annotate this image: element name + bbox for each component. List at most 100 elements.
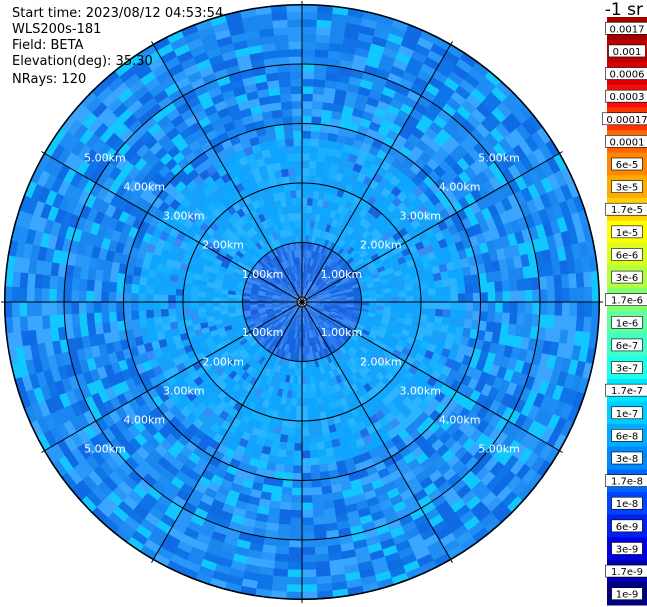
data-cell (469, 328, 479, 340)
data-cell (426, 488, 443, 503)
data-cell (338, 372, 347, 383)
data-cell (335, 374, 343, 385)
data-cell (527, 167, 542, 185)
data-cell (324, 339, 331, 348)
data-cell (483, 456, 499, 473)
data-cell (363, 326, 372, 333)
colorbar-tick-label: 0.00017 (606, 115, 647, 126)
data-cell (356, 359, 366, 369)
data-cell (311, 494, 324, 504)
data-cell (324, 154, 334, 164)
data-cell (446, 135, 461, 151)
data-cell (338, 259, 347, 268)
data-cell (344, 266, 353, 274)
data-cell (419, 458, 434, 472)
data-cell (458, 183, 472, 198)
data-cell (338, 474, 351, 485)
data-cell (340, 51, 356, 63)
data-cell (311, 313, 318, 320)
data-cell (305, 272, 309, 281)
data-cell (325, 537, 341, 547)
data-cell (546, 275, 556, 291)
data-cell (292, 338, 297, 347)
data-cell (546, 314, 556, 330)
data-cell (360, 291, 370, 296)
data-cell (317, 280, 325, 288)
data-cell (307, 280, 312, 289)
data-cell (307, 405, 314, 414)
data-cell (373, 280, 383, 287)
data-cell (314, 382, 321, 391)
data-cell (309, 299, 318, 302)
data-cell (501, 182, 515, 199)
data-cell (288, 420, 296, 429)
data-cell (383, 245, 393, 254)
data-cell (426, 540, 444, 555)
data-cell (319, 315, 327, 322)
data-cell (399, 488, 414, 502)
data-cell (478, 272, 488, 285)
data-cell (507, 268, 518, 282)
data-cell (332, 360, 340, 369)
data-cell (408, 265, 418, 274)
data-cell (513, 428, 528, 445)
data-cell (339, 119, 351, 130)
data-cell (533, 195, 546, 213)
data-cell (323, 86, 337, 97)
data-cell (427, 251, 438, 262)
data-cell (371, 35, 389, 48)
data-cell (307, 306, 314, 313)
data-cell (506, 112, 523, 130)
data-cell (302, 234, 306, 243)
data-cell (455, 465, 471, 480)
data-cell (267, 454, 278, 465)
data-cell (303, 287, 307, 295)
data-cell (329, 117, 342, 128)
data-cell (310, 212, 317, 222)
data-cell (465, 293, 474, 303)
data-cell (330, 27, 347, 38)
data-cell (461, 437, 476, 453)
data-cell (465, 93, 483, 110)
data-cell (304, 361, 310, 370)
data-cell (532, 289, 541, 303)
data-cell (316, 160, 325, 170)
data-cell (311, 205, 318, 214)
data-cell (300, 584, 318, 593)
data-cell (307, 307, 313, 314)
data-cell (309, 337, 314, 347)
data-cell (383, 297, 392, 303)
data-cell (348, 392, 359, 403)
data-cell (472, 311, 481, 322)
data-cell (330, 438, 341, 449)
data-cell (301, 458, 311, 467)
data-cell (312, 312, 319, 319)
data-cell (321, 311, 330, 316)
data-cell (305, 316, 308, 325)
data-cell (435, 444, 450, 458)
data-cell (354, 351, 364, 361)
data-cell (465, 495, 482, 512)
data-cell (286, 561, 302, 571)
data-cell (333, 452, 345, 463)
data-cell (328, 326, 336, 335)
data-cell (514, 175, 529, 192)
data-cell (450, 293, 459, 303)
data-cell (364, 322, 374, 330)
data-cell (476, 102, 493, 119)
colorbar-tick-label: 3e-7 (616, 364, 639, 375)
data-cell (302, 175, 310, 184)
data-cell (432, 475, 448, 490)
data-cell (321, 273, 329, 281)
data-cell (349, 365, 359, 375)
colorbar-tick-label: 0.0006 (610, 70, 645, 81)
data-cell (469, 161, 484, 176)
data-cell (512, 144, 528, 162)
data-cell (454, 143, 469, 159)
data-cell (279, 434, 288, 444)
data-cell (434, 279, 444, 289)
colorbar-tick-label: 3e-9 (616, 544, 639, 555)
data-cell (406, 302, 415, 309)
data-cell (321, 288, 330, 293)
data-cell (325, 147, 336, 157)
